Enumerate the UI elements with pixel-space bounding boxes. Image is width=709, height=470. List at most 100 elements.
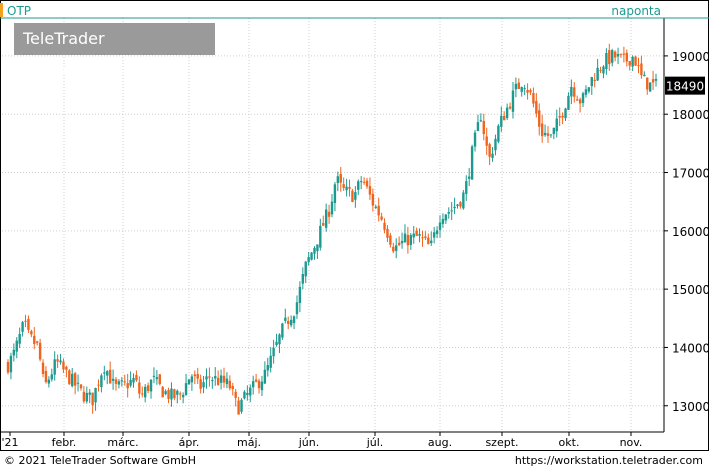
x-tick-label: '21 — [1, 436, 18, 449]
candle-body — [540, 123, 544, 137]
candle-body — [503, 115, 506, 121]
candle-body — [27, 318, 30, 330]
candle-body — [435, 230, 439, 235]
candle-body — [336, 176, 340, 184]
candle-body — [333, 184, 337, 203]
x-tick-label: máj. — [237, 436, 261, 449]
candle-body — [263, 369, 267, 384]
candle-body — [444, 214, 448, 221]
candle-body — [103, 372, 106, 374]
candle-body — [424, 236, 427, 239]
candle-body — [634, 56, 637, 66]
candle-body — [628, 61, 631, 66]
candle-body — [88, 392, 91, 395]
candle-body — [564, 108, 567, 119]
candle-body — [348, 186, 351, 189]
candle-body — [307, 257, 310, 263]
candle-body — [386, 228, 389, 238]
x-tick-label: okt. — [559, 436, 580, 449]
candle-body — [161, 386, 164, 398]
candle-body — [590, 77, 593, 87]
candle-body — [465, 181, 468, 194]
candle-body — [611, 50, 614, 63]
candle-body — [68, 370, 71, 385]
candle-body — [287, 320, 290, 324]
candle-body — [383, 222, 386, 230]
candle-body — [65, 366, 68, 370]
candle-body — [491, 153, 494, 158]
candle-body — [555, 118, 558, 132]
x-tick-label: szept. — [485, 436, 518, 449]
candle-body — [304, 261, 307, 277]
candle-body — [170, 388, 173, 400]
candle-body — [561, 115, 564, 118]
candle-body — [517, 82, 521, 89]
candle-body — [558, 116, 561, 118]
candle-body — [219, 375, 223, 383]
candle-body — [91, 392, 94, 406]
candle-body — [616, 53, 620, 57]
candle-body — [371, 193, 375, 206]
candle-body — [324, 209, 328, 228]
candle-body — [432, 232, 436, 238]
gridlines — [2, 18, 664, 432]
candle-body — [193, 374, 197, 377]
candle-body — [345, 186, 348, 191]
candle-body — [587, 87, 591, 92]
candle-body — [479, 120, 483, 122]
candle-body — [622, 53, 626, 55]
candle-body — [313, 247, 316, 254]
candle-body — [292, 316, 296, 324]
candle-body — [514, 83, 518, 90]
candle-body — [53, 359, 56, 375]
candle-body — [357, 181, 360, 190]
candle-body — [400, 240, 404, 244]
candle-body — [251, 381, 255, 388]
candle-body — [228, 380, 232, 389]
candle-body — [415, 230, 418, 236]
candle-body — [599, 70, 602, 72]
candle-body — [30, 331, 33, 335]
candle-body — [351, 190, 354, 202]
candle-body — [155, 377, 159, 380]
candle-body — [301, 273, 305, 284]
candle-body — [114, 379, 118, 384]
candle-body — [164, 391, 167, 395]
candle-body — [41, 362, 45, 374]
candle-body — [82, 391, 86, 402]
candle-body — [640, 63, 643, 76]
candle-body — [573, 87, 576, 97]
candle-body — [526, 89, 529, 93]
candle-body — [482, 120, 485, 135]
candle-body — [441, 218, 445, 224]
candle-body — [199, 379, 202, 389]
candle-body — [298, 286, 302, 304]
copyright-text: © 2021 TeleTrader Software GmbH — [4, 454, 197, 467]
watermark-logo: TeleTrader WorkStation — [14, 23, 215, 80]
candle-body — [205, 376, 208, 380]
candle-body — [327, 211, 331, 217]
candle-body — [596, 67, 599, 81]
candle-body — [126, 383, 129, 389]
y-tick-label: 14000 — [672, 341, 709, 355]
candle-body — [50, 374, 53, 380]
candle-body — [418, 234, 421, 236]
candle-body — [56, 359, 59, 362]
last-price-label: 18490 — [666, 80, 704, 94]
candle-body — [462, 192, 465, 209]
candle-body — [409, 235, 413, 245]
candle-body — [538, 110, 541, 127]
candle-body — [76, 382, 80, 384]
candle-body — [368, 186, 372, 195]
candle-body — [581, 93, 585, 104]
candle-body — [342, 184, 345, 188]
y-tick-label: 15000 — [672, 283, 709, 297]
candle-body — [225, 378, 229, 385]
candle-body — [450, 210, 453, 212]
candle-body — [108, 369, 112, 384]
candle-body — [570, 86, 573, 97]
candle-body — [456, 204, 459, 206]
candle-body — [284, 317, 287, 321]
candle-body — [47, 379, 51, 384]
candle-body — [231, 386, 234, 390]
